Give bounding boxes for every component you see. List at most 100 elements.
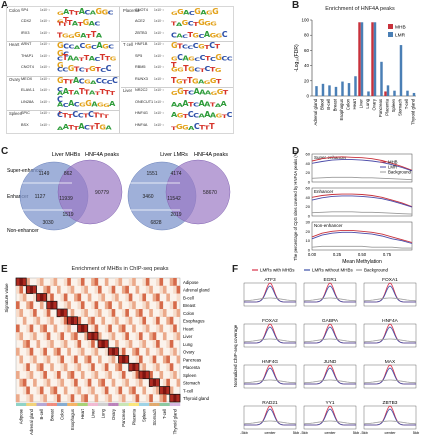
heatmap-cell [159,278,164,286]
heatmap-cell [169,371,174,379]
bar-lmr [360,22,364,96]
heatmap-cell [16,278,20,286]
heatmap-cell [36,386,41,395]
group-color-bar [101,403,106,406]
p-value: 1x10⁻¹ [40,122,50,127]
logo-base: A [62,122,69,131]
highlight-box [46,300,58,310]
logo-base: C [107,9,114,16]
logo-base: T [89,124,95,131]
x-tick-label: Heart [352,98,357,109]
tf-name: CNOT4 [135,8,148,12]
heatmap-cell [67,316,71,325]
tissue-label: Colon [9,8,20,13]
heatmap-cell [98,378,102,387]
heatmap-cell [63,278,68,286]
bar-lmr [412,92,416,96]
heatmap-cell [16,285,20,294]
heatmap-cell [152,363,157,372]
heatmap-cell [98,309,102,317]
heatmap-cell [128,316,133,325]
heatmap-cell [118,363,123,372]
heatmap: Signature value Adipose Adrenal gland B-cel… [4,277,210,435]
heatmap-row-label: Placenta [183,365,200,370]
heatmap-cell [132,324,136,333]
heatmap-group-label: Heart [80,408,85,419]
chip-x-tick: -5kb [300,430,309,435]
heatmap-cell [145,278,150,286]
group-color-bar [115,403,119,406]
heatmap-cell [94,278,99,286]
group-color-bar [77,403,82,406]
logo-base: C [177,52,183,62]
tf-name: MEOX [21,76,33,81]
x-tick-label: Ovary [371,98,376,110]
logo-base: A [73,55,79,62]
chip-profile-line [303,297,357,302]
subplot-frame [311,187,413,217]
chip-profile-line [243,379,297,384]
tf-name: BSX [21,122,29,127]
heatmap-cell [36,293,41,302]
legend-label: MHB [388,160,398,165]
heatmap-group-label: Breast [49,408,54,421]
sequence-logo: TTTATGAC [57,19,100,27]
heatmap-cell [156,347,160,356]
heatmap-cell [29,347,34,356]
heatmap-cell [118,301,123,310]
logo-base: T [171,21,176,28]
logo-base: C [88,110,94,120]
motif-row: ACE2 1x10⁻¹ TAGCTGGG [121,19,233,28]
logo-base: G [74,30,81,39]
heatmap-cell [77,324,82,333]
motif-row: Spleen SPIC 1x10⁻¹ CTTCCTCTTT [7,111,119,120]
panel-letter-a: A [1,0,9,11]
motif-row: Ovary MEOX 1x10⁻¹ GTTACGACCCCC [7,76,119,92]
heatmap-cell [22,293,27,302]
logo-base: A [193,87,200,97]
logo-base: C [78,77,85,85]
logo-base: G [57,76,64,85]
heatmap-cell [84,355,88,364]
heatmap-group-label: B-cell [39,409,44,420]
heatmap-cell [162,285,167,294]
venn-left-value: 862 [64,171,73,177]
heatmap-cell [19,378,24,387]
motif-row: CNOT4 1x10⁻¹ CCGTCTGTCC [7,65,119,74]
group-separator [7,41,119,43]
tissue-label: Placenta [123,8,140,13]
sequence-logo: TGTTGAGGT [171,76,221,85]
heatmap-cell [166,386,170,395]
heatmap-cell [139,332,143,341]
y-tick-label: 60 [304,48,310,53]
heatmap-cell [135,347,140,356]
p-value: 1x10⁻¹ [154,76,164,81]
heatmap-cell [53,386,58,395]
heatmap-cell [125,340,129,348]
heatmap-cell [121,378,126,387]
heatmap-cell [70,371,75,379]
venn-left-circle-right [57,159,123,225]
venn-right-value: 4174 [170,171,181,177]
y-tick-label: 20 [306,204,311,209]
group-color-bar [16,403,20,406]
heatmap-cell [67,347,71,356]
chip-profile-line [363,338,417,343]
highlight-box [25,285,37,294]
logo-base: G [171,11,178,16]
venn-right-value: 1551 [146,171,157,177]
heatmap-cell [135,355,140,364]
heatmap-cell [33,293,37,302]
chip-x-tick: center [264,430,276,435]
heatmap-group-label: Pancreas [121,409,126,427]
heatmap-group-label: Colon [60,408,65,420]
heatmap-cell [156,378,160,387]
heatmap-cell [77,386,82,395]
logo-base: T [93,111,99,120]
venn-left-title: Liver MHBs [52,152,81,158]
heatmap-cell [74,332,78,341]
heatmap-cell [46,301,51,310]
motif-row: Colon SP4 1x10⁻¹ GATTACAGGCGT [7,8,119,24]
heatmap-cell [104,371,109,379]
logo-base: T [103,114,109,120]
